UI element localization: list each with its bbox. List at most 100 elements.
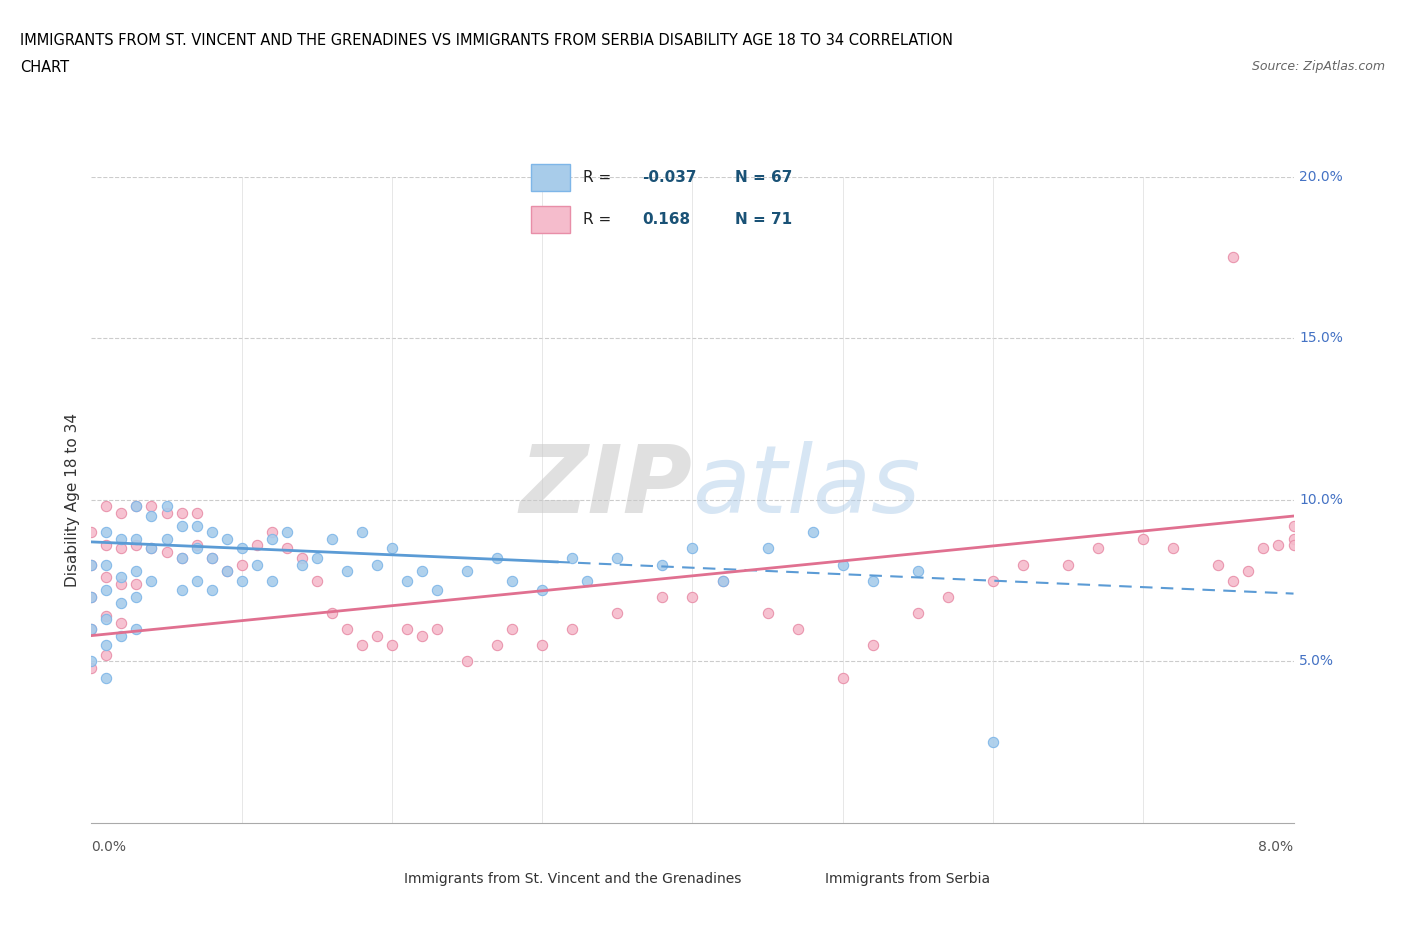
Point bbox=[110, 505, 132, 520]
Point bbox=[80, 622, 103, 637]
Point bbox=[681, 541, 703, 556]
Point bbox=[1253, 541, 1275, 556]
Point bbox=[907, 564, 929, 578]
Point bbox=[651, 590, 673, 604]
Point bbox=[501, 622, 523, 637]
Point bbox=[321, 531, 343, 546]
Point bbox=[276, 525, 298, 539]
Point bbox=[80, 622, 103, 637]
Text: IMMIGRANTS FROM ST. VINCENT AND THE GRENADINES VS IMMIGRANTS FROM SERBIA DISABIL: IMMIGRANTS FROM ST. VINCENT AND THE GREN… bbox=[20, 33, 953, 47]
Point bbox=[1237, 564, 1260, 578]
Point bbox=[96, 609, 118, 624]
Point bbox=[561, 622, 583, 637]
Point bbox=[231, 541, 253, 556]
Point bbox=[801, 525, 824, 539]
Point bbox=[96, 570, 118, 585]
Point bbox=[96, 498, 118, 513]
Point bbox=[831, 557, 853, 572]
Point bbox=[170, 551, 193, 565]
Point bbox=[125, 622, 148, 637]
Point bbox=[80, 557, 103, 572]
Point bbox=[381, 638, 404, 653]
Point bbox=[141, 541, 163, 556]
Point bbox=[456, 654, 478, 669]
Point bbox=[215, 564, 238, 578]
Point bbox=[1208, 557, 1230, 572]
Point bbox=[170, 518, 193, 533]
Point bbox=[561, 551, 583, 565]
Point bbox=[125, 531, 148, 546]
Point bbox=[366, 628, 388, 643]
Text: CHART: CHART bbox=[20, 60, 69, 75]
Point bbox=[321, 605, 343, 620]
Point bbox=[260, 573, 283, 588]
Text: N = 71: N = 71 bbox=[735, 212, 793, 227]
Point bbox=[96, 583, 118, 598]
Point bbox=[907, 605, 929, 620]
Point bbox=[786, 622, 808, 637]
Point bbox=[96, 612, 118, 627]
Text: R =: R = bbox=[583, 212, 616, 227]
Text: -0.037: -0.037 bbox=[643, 170, 696, 185]
Point bbox=[141, 509, 163, 524]
Point bbox=[531, 583, 554, 598]
Point bbox=[110, 570, 132, 585]
Point bbox=[96, 647, 118, 662]
Point bbox=[110, 596, 132, 611]
Point bbox=[125, 564, 148, 578]
Point bbox=[125, 577, 148, 591]
Point bbox=[411, 628, 433, 643]
Point bbox=[110, 541, 132, 556]
Point bbox=[96, 638, 118, 653]
Point bbox=[80, 525, 103, 539]
Point bbox=[80, 590, 103, 604]
Point bbox=[681, 590, 703, 604]
Point bbox=[426, 622, 449, 637]
Point bbox=[96, 525, 118, 539]
Point bbox=[155, 544, 177, 559]
Point bbox=[1282, 518, 1305, 533]
Point bbox=[1087, 541, 1109, 556]
Point bbox=[186, 573, 208, 588]
Point bbox=[186, 538, 208, 552]
Point bbox=[186, 505, 208, 520]
Point bbox=[231, 573, 253, 588]
Text: Immigrants from St. Vincent and the Grenadines: Immigrants from St. Vincent and the Gren… bbox=[404, 871, 741, 886]
Point bbox=[711, 573, 734, 588]
Point bbox=[831, 671, 853, 685]
Point bbox=[426, 583, 449, 598]
Point bbox=[246, 538, 269, 552]
Point bbox=[1282, 538, 1305, 552]
Point bbox=[170, 505, 193, 520]
Point bbox=[125, 498, 148, 513]
Point bbox=[201, 551, 224, 565]
Point bbox=[756, 605, 779, 620]
Point bbox=[125, 498, 148, 513]
Point bbox=[411, 564, 433, 578]
Point bbox=[170, 551, 193, 565]
Point bbox=[110, 628, 132, 643]
Point bbox=[936, 590, 959, 604]
Point bbox=[260, 531, 283, 546]
Point bbox=[110, 531, 132, 546]
Point bbox=[260, 525, 283, 539]
Point bbox=[366, 557, 388, 572]
Point bbox=[336, 622, 359, 637]
Point bbox=[186, 541, 208, 556]
Point bbox=[80, 654, 103, 669]
Point bbox=[1012, 557, 1035, 572]
Point bbox=[215, 564, 238, 578]
Y-axis label: Disability Age 18 to 34: Disability Age 18 to 34 bbox=[65, 413, 80, 587]
Point bbox=[110, 577, 132, 591]
Bar bbox=[531, 206, 571, 233]
Point bbox=[80, 660, 103, 675]
Point bbox=[155, 498, 177, 513]
Point bbox=[395, 573, 418, 588]
Point bbox=[80, 590, 103, 604]
Point bbox=[486, 638, 509, 653]
Point bbox=[756, 541, 779, 556]
Point bbox=[531, 638, 554, 653]
Point bbox=[981, 735, 1004, 750]
Point bbox=[711, 573, 734, 588]
Text: 0.168: 0.168 bbox=[643, 212, 690, 227]
